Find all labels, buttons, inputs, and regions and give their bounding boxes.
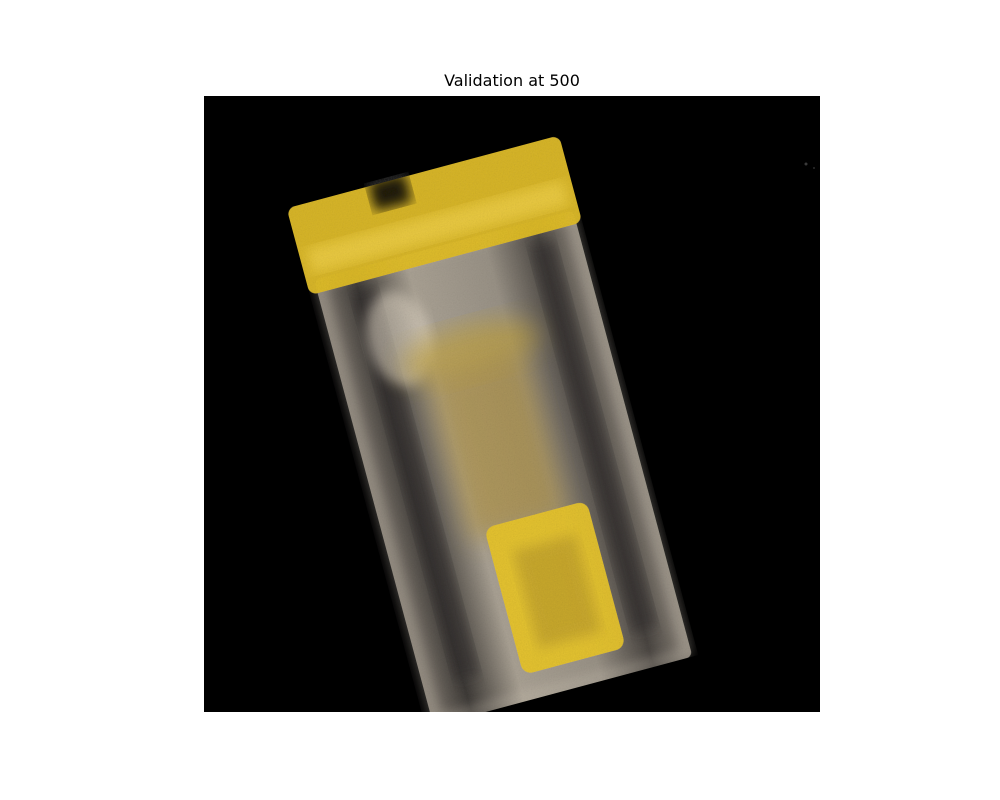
- plot-title: Validation at 500: [444, 71, 580, 90]
- left-channel: [351, 287, 480, 681]
- inner-yellow-upper: [401, 319, 538, 382]
- bottom-block-shade: [513, 534, 601, 648]
- top-notch: [367, 172, 413, 212]
- right-channel: [528, 240, 658, 634]
- validation-image: [204, 96, 820, 712]
- background-speck: [813, 167, 815, 169]
- background-speck: [804, 162, 808, 166]
- inner-yellow-column: [427, 351, 568, 542]
- rendered-object: [288, 137, 692, 712]
- rendered-object-svg: [288, 137, 815, 712]
- top-cap-band: [305, 179, 570, 274]
